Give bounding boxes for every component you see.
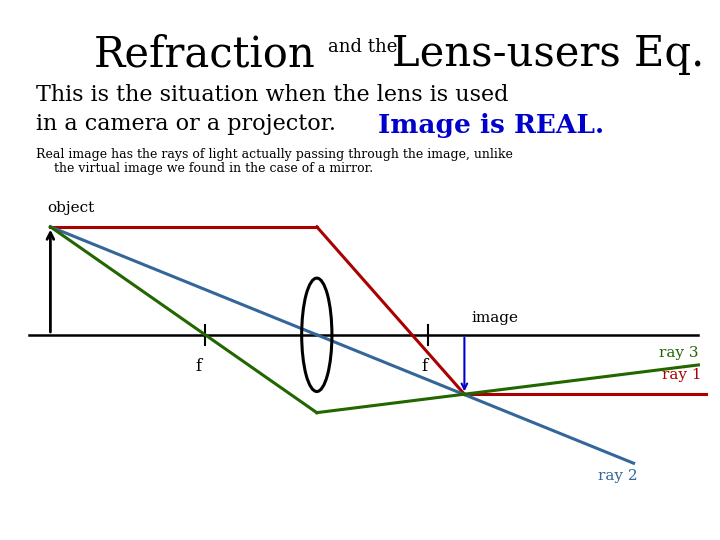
Text: This is the situation when the lens is used: This is the situation when the lens is u… bbox=[36, 84, 508, 106]
Text: Refraction: Refraction bbox=[94, 33, 315, 76]
Text: ray 1: ray 1 bbox=[662, 368, 702, 382]
Text: Lens-users Eq.: Lens-users Eq. bbox=[392, 33, 705, 76]
Text: Image is REAL.: Image is REAL. bbox=[378, 113, 604, 138]
Text: object: object bbox=[47, 201, 94, 215]
Text: image: image bbox=[472, 311, 518, 325]
Text: in a camera or a projector.: in a camera or a projector. bbox=[36, 113, 350, 136]
Text: ray 2: ray 2 bbox=[598, 469, 637, 483]
Text: f: f bbox=[422, 358, 428, 375]
Text: the virtual image we found in the case of a mirror.: the virtual image we found in the case o… bbox=[54, 162, 373, 175]
Text: Real image has the rays of light actually passing through the image, unlike: Real image has the rays of light actuall… bbox=[36, 148, 513, 161]
Text: ray 3: ray 3 bbox=[659, 346, 698, 360]
Text: and the: and the bbox=[328, 38, 397, 56]
Text: f: f bbox=[195, 358, 201, 375]
